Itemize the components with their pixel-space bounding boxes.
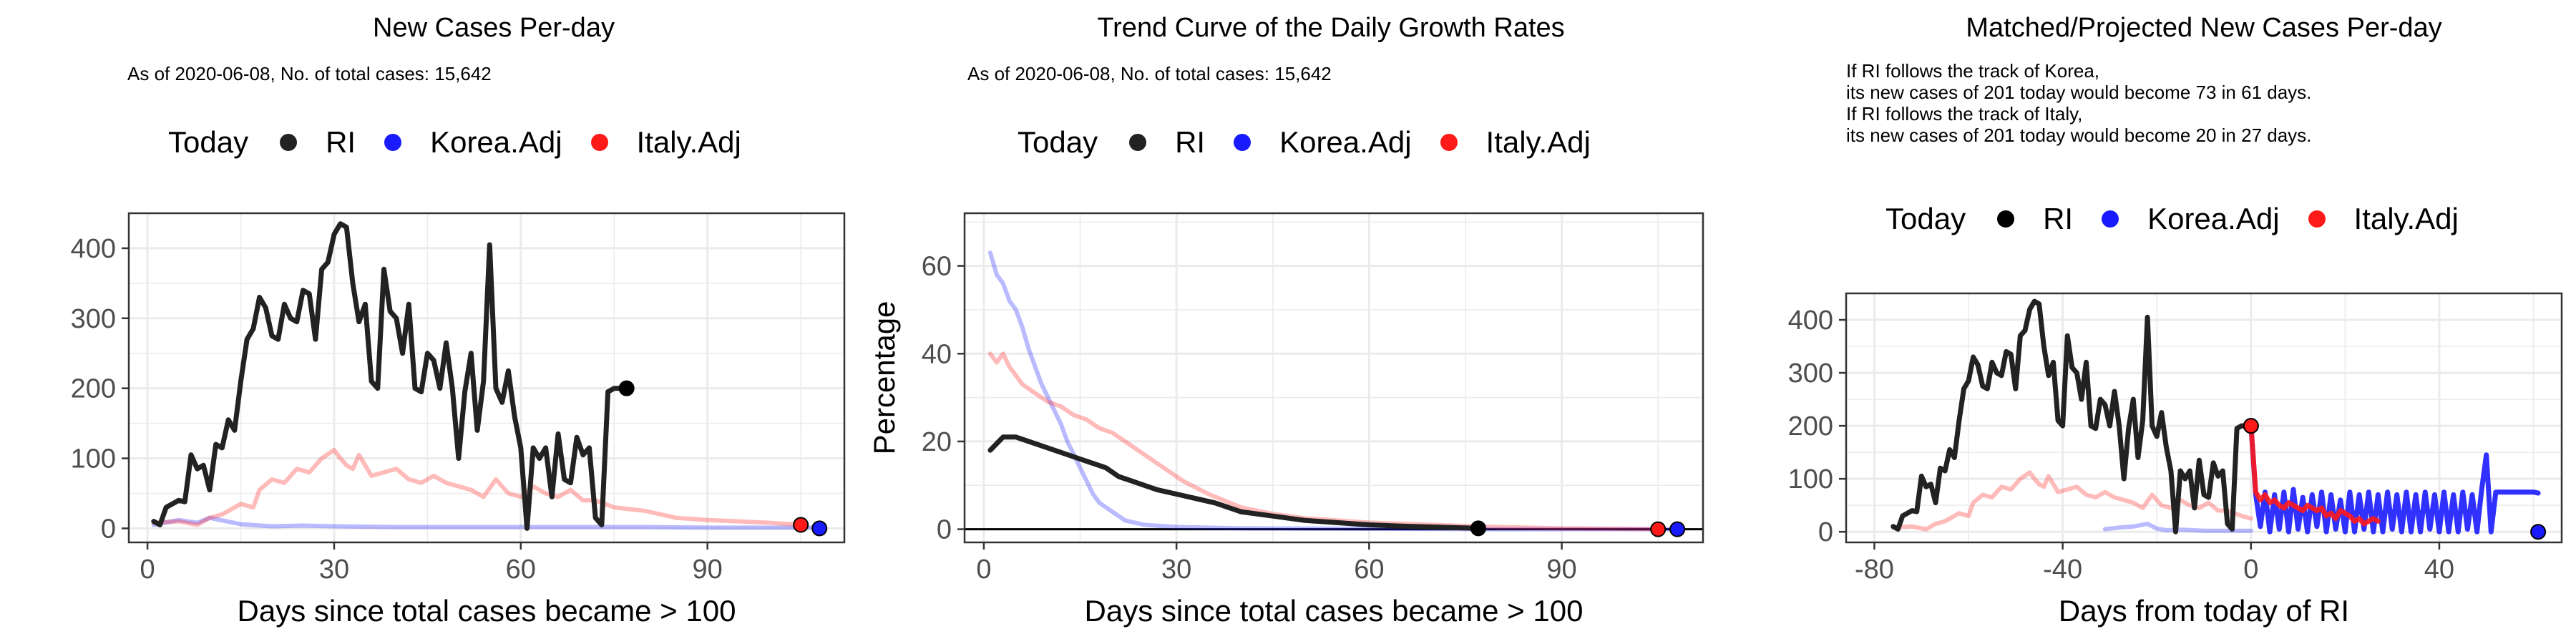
x-tick-label: 30 bbox=[319, 555, 349, 585]
today-point-italy-adj bbox=[1650, 521, 1667, 537]
panel-new-cases: New Cases Per-day As of 2020-06-08, No. … bbox=[0, 0, 859, 644]
y-tick-label: 60 bbox=[922, 252, 952, 282]
note-line-4: its new cases of 201 today would become … bbox=[1846, 125, 2312, 146]
y-tick-label: 200 bbox=[71, 374, 116, 404]
chart-subtitle: As of 2020-06-08, No. of total cases: 15… bbox=[127, 63, 492, 84]
legend: Today RI Korea.Adj Italy.Adj bbox=[1018, 125, 1619, 160]
y-tick-label: 200 bbox=[1788, 411, 1833, 441]
today-point-korea-adj bbox=[2530, 524, 2547, 540]
note-line-1: If RI follows the track of Korea, bbox=[1846, 60, 2100, 82]
today-point-ri bbox=[1470, 520, 1486, 537]
legend-dot-korea bbox=[2102, 210, 2119, 228]
legend-item-italy: Italy.Adj bbox=[2308, 202, 2459, 236]
y-tick-label: 40 bbox=[922, 339, 952, 369]
note-line-2: its new cases of 201 today would become … bbox=[1846, 82, 2312, 103]
legend-dot-italy bbox=[2308, 210, 2326, 228]
today-point-korea-adj bbox=[1669, 521, 1686, 537]
x-tick-label: 0 bbox=[976, 555, 991, 585]
chart-growth-rates: 0 30 60 90 0 20 40 60 Days since total cases bec… bbox=[867, 212, 1704, 628]
chart-title: Matched/Projected New Cases Per-day bbox=[1966, 13, 2442, 43]
note-line-3: If RI follows the track of Italy, bbox=[1846, 103, 2083, 125]
chart-new-cases: 0 30 60 90 0 100 200 300 400 Days since total cas… bbox=[71, 212, 846, 628]
series-line-ri bbox=[987, 434, 1481, 531]
x-tick-label: 60 bbox=[1354, 555, 1384, 585]
today-point-korea-adj bbox=[811, 520, 828, 537]
series-line-italy-adj-history bbox=[1890, 470, 2253, 532]
y-tick-label: 400 bbox=[71, 234, 116, 264]
y-axis-title: Percentage bbox=[867, 301, 901, 455]
x-tick-label: 0 bbox=[140, 555, 155, 585]
today-point-italy-adj bbox=[793, 517, 809, 533]
y-tick-label: 0 bbox=[937, 515, 952, 545]
legend-dot-ri bbox=[1129, 134, 1147, 151]
legend-title: Today bbox=[1018, 125, 1098, 159]
legend-dot-ri bbox=[280, 134, 298, 151]
legend-dot-italy bbox=[590, 134, 608, 151]
y-tick-label: 0 bbox=[1818, 517, 1833, 547]
legend-item-korea: Korea.Adj bbox=[384, 125, 562, 160]
chart-title: Trend Curve of the Daily Growth Rates bbox=[1097, 13, 1565, 43]
y-tick-label: 0 bbox=[101, 514, 116, 544]
legend-dot-ri bbox=[1997, 210, 2015, 228]
series-line-italy-adj bbox=[151, 447, 804, 527]
legend-dot-korea bbox=[1234, 134, 1252, 151]
plot-border bbox=[127, 212, 846, 544]
legend-item-ri: RI bbox=[1997, 202, 2073, 236]
legend-item-ri: RI bbox=[280, 125, 356, 160]
panel-projected-cases: Matched/Projected New Cases Per-day If R… bbox=[1717, 0, 2576, 644]
projection-note: If RI follows the track of Korea, its ne… bbox=[1846, 60, 2311, 146]
legend-item-ri: RI bbox=[1129, 125, 1205, 160]
series-line-italy-adj bbox=[2248, 422, 2381, 527]
legend-dot-korea bbox=[384, 134, 402, 151]
x-axis-title: Days from today of RI bbox=[2059, 594, 2349, 628]
legend-item-italy: Italy.Adj bbox=[1440, 125, 1591, 160]
plot-border bbox=[963, 212, 1704, 544]
series-line-korea-adj bbox=[987, 250, 1680, 532]
x-tick-label: 40 bbox=[2424, 555, 2454, 585]
series-line-korea-adj bbox=[2248, 422, 2541, 535]
y-tick-label: 100 bbox=[71, 444, 116, 474]
y-tick-label: 300 bbox=[71, 304, 116, 334]
y-tick-label: 100 bbox=[1788, 464, 1833, 494]
x-axis-title: Days since total cases became > 100 bbox=[238, 594, 736, 628]
chart-title: New Cases Per-day bbox=[373, 13, 615, 43]
x-tick-label: 60 bbox=[506, 555, 536, 585]
x-axis-title: Days since total cases became > 100 bbox=[1085, 594, 1584, 628]
chart-subtitle: As of 2020-06-08, No. of total cases: 15… bbox=[967, 63, 1332, 84]
legend: Today RI Korea.Adj Italy.Adj bbox=[168, 125, 770, 160]
y-tick-label: 300 bbox=[1788, 358, 1833, 389]
series-line-korea-adj bbox=[151, 515, 822, 530]
x-tick-label: -40 bbox=[2043, 555, 2082, 585]
x-tick-label: 30 bbox=[1161, 555, 1191, 585]
series-line-korea-adj-history bbox=[2102, 522, 2253, 533]
legend-item-korea: Korea.Adj bbox=[1234, 125, 1412, 160]
today-point-ri bbox=[618, 380, 635, 396]
legend-title: Today bbox=[168, 125, 249, 159]
legend-item-italy: Italy.Adj bbox=[590, 125, 741, 160]
series-line-ri bbox=[151, 221, 630, 531]
x-tick-label: 90 bbox=[693, 555, 723, 585]
grid bbox=[965, 213, 1703, 542]
x-tick-label: 90 bbox=[1546, 555, 1576, 585]
legend-item-korea: Korea.Adj bbox=[2102, 202, 2280, 236]
legend-dot-italy bbox=[1440, 134, 1458, 151]
today-point-italy-adj bbox=[2243, 418, 2259, 434]
legend: Today RI Korea.Adj Italy.Adj bbox=[1885, 202, 2487, 236]
series-line-ri bbox=[1890, 298, 2254, 535]
y-tick-label: 400 bbox=[1788, 306, 1833, 336]
panel-growth-rates: Trend Curve of the Daily Growth Rates As… bbox=[859, 0, 1717, 644]
y-tick-label: 20 bbox=[922, 427, 952, 457]
plot-border bbox=[1845, 292, 2563, 544]
legend-title: Today bbox=[1885, 202, 1966, 235]
x-tick-label: 0 bbox=[2243, 555, 2258, 585]
x-tick-label: -80 bbox=[1855, 555, 1894, 585]
